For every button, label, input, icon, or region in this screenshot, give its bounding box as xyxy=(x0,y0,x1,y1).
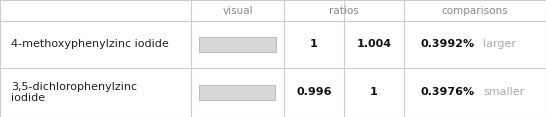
FancyBboxPatch shape xyxy=(199,85,275,100)
Text: 1: 1 xyxy=(310,39,318,49)
FancyBboxPatch shape xyxy=(199,37,276,52)
Text: 3,5-dichlorophenylzinc
iodide: 3,5-dichlorophenylzinc iodide xyxy=(11,82,137,103)
Text: ratios: ratios xyxy=(329,5,359,16)
Text: smaller: smaller xyxy=(483,87,525,97)
Text: larger: larger xyxy=(483,39,516,49)
Text: 4-methoxyphenylzinc iodide: 4-methoxyphenylzinc iodide xyxy=(11,39,169,49)
Text: 0.996: 0.996 xyxy=(296,87,332,97)
Text: 1: 1 xyxy=(370,87,378,97)
Text: comparisons: comparisons xyxy=(442,5,508,16)
Text: 1.004: 1.004 xyxy=(357,39,391,49)
Text: 0.3976%: 0.3976% xyxy=(420,87,474,97)
Text: 0.3992%: 0.3992% xyxy=(420,39,474,49)
Text: visual: visual xyxy=(222,5,253,16)
